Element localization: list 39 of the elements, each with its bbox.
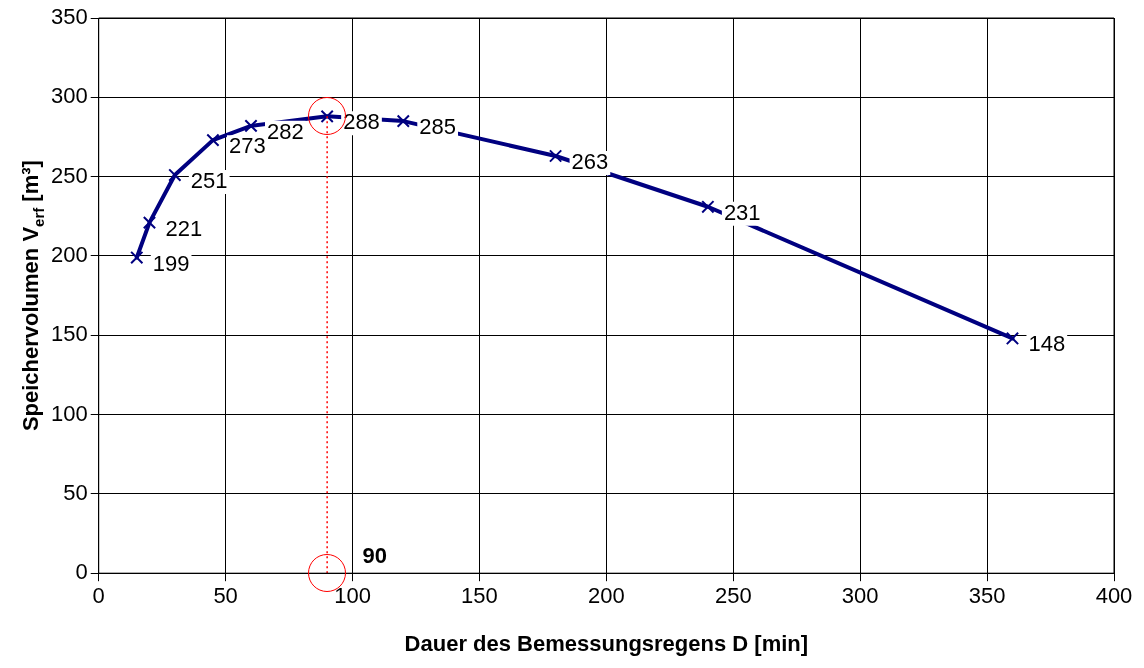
x-tick-label: 50 bbox=[213, 583, 238, 609]
y-tick-label: 200 bbox=[50, 242, 88, 268]
data-label: 199 bbox=[152, 250, 190, 276]
point bbox=[396, 114, 410, 128]
x-tick-label: 200 bbox=[587, 583, 625, 609]
data-label: 221 bbox=[165, 215, 203, 241]
y-tick-label: 150 bbox=[50, 321, 88, 347]
y-axis-title: Speichervolumen Verf [m³] bbox=[18, 160, 47, 432]
x-tick-label: 250 bbox=[714, 583, 752, 609]
x-tick-label: 400 bbox=[1095, 583, 1133, 609]
y-tick-label: 250 bbox=[50, 162, 88, 188]
y-tick-label: 300 bbox=[50, 83, 88, 109]
point bbox=[244, 119, 258, 133]
data-label: 231 bbox=[723, 199, 761, 225]
x-tick-label: 150 bbox=[461, 583, 498, 609]
data-label: 148 bbox=[1028, 331, 1066, 357]
x-axis-title: Dauer des Bemessungsregens D [min] bbox=[404, 630, 809, 656]
point bbox=[548, 149, 563, 163]
data-label: 263 bbox=[571, 149, 609, 175]
point bbox=[130, 250, 144, 265]
point bbox=[701, 200, 715, 214]
y-tick-label: 100 bbox=[50, 400, 88, 426]
y-tick-label: 50 bbox=[63, 479, 88, 505]
point bbox=[1005, 331, 1020, 346]
data-label: 288 bbox=[343, 109, 380, 135]
x-tick-label: 100 bbox=[334, 583, 371, 609]
data-label: 273 bbox=[228, 133, 266, 159]
data-label: 285 bbox=[419, 114, 457, 140]
x-tick-label: 350 bbox=[968, 583, 1006, 609]
data-label: 251 bbox=[190, 168, 228, 194]
point bbox=[142, 215, 157, 230]
ref-line-label: 90 bbox=[362, 543, 388, 569]
x-tick-label: 300 bbox=[841, 583, 879, 609]
point bbox=[206, 133, 220, 147]
x-tick-label: 0 bbox=[92, 583, 105, 609]
point bbox=[168, 168, 182, 182]
y-tick-label: 350 bbox=[50, 4, 88, 30]
y-tick-label: 0 bbox=[75, 559, 88, 585]
data-label: 282 bbox=[267, 118, 304, 144]
